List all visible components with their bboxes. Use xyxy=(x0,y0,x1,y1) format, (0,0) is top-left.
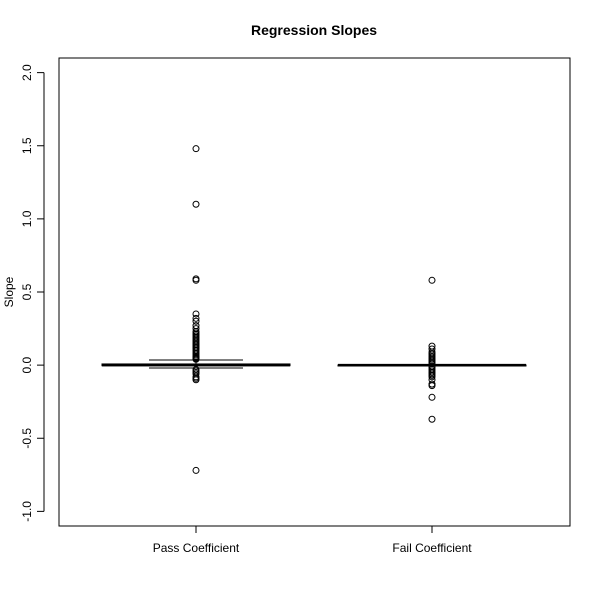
outlier-point xyxy=(428,373,436,381)
y-tick-label: -1.0 xyxy=(20,501,34,522)
y-axis-label: Slope xyxy=(2,276,16,307)
outlier-point xyxy=(428,382,436,390)
outlier-point xyxy=(192,376,200,384)
x-axis-ticks: Pass Coefficient Fail Coefficient xyxy=(153,526,472,555)
y-tick-label: 2.0 xyxy=(20,64,34,81)
y-tick-label: 1.5 xyxy=(20,137,34,154)
outlier-point xyxy=(428,276,436,284)
y-tick-label: -0.5 xyxy=(20,428,34,449)
y-axis-ticks: -1.0 -0.5 0.0 0.5 1.0 1.5 2.0 xyxy=(20,64,44,522)
outlier-point xyxy=(192,276,200,284)
chart-title: Regression Slopes xyxy=(251,22,377,38)
outlier-point xyxy=(192,355,200,363)
x-tick-label: Fail Coefficient xyxy=(392,541,472,555)
outlier-point xyxy=(192,317,200,325)
plot-frame xyxy=(58,57,571,527)
outlier-point xyxy=(428,393,436,401)
outlier-point xyxy=(192,314,200,322)
outlier-point xyxy=(192,310,200,318)
outlier-point xyxy=(192,145,200,153)
boxplot-pass-coefficient xyxy=(101,145,291,474)
y-tick-label: 0.5 xyxy=(20,283,34,300)
x-tick-label: Pass Coefficient xyxy=(153,541,240,555)
outlier-point xyxy=(192,200,200,208)
outlier-point xyxy=(428,415,436,423)
outlier-point xyxy=(192,466,200,474)
y-tick-label: 1.0 xyxy=(20,210,34,227)
boxplot-fail-coefficient xyxy=(337,276,527,423)
boxplots xyxy=(101,145,527,474)
y-tick-label: 0.0 xyxy=(20,356,34,373)
